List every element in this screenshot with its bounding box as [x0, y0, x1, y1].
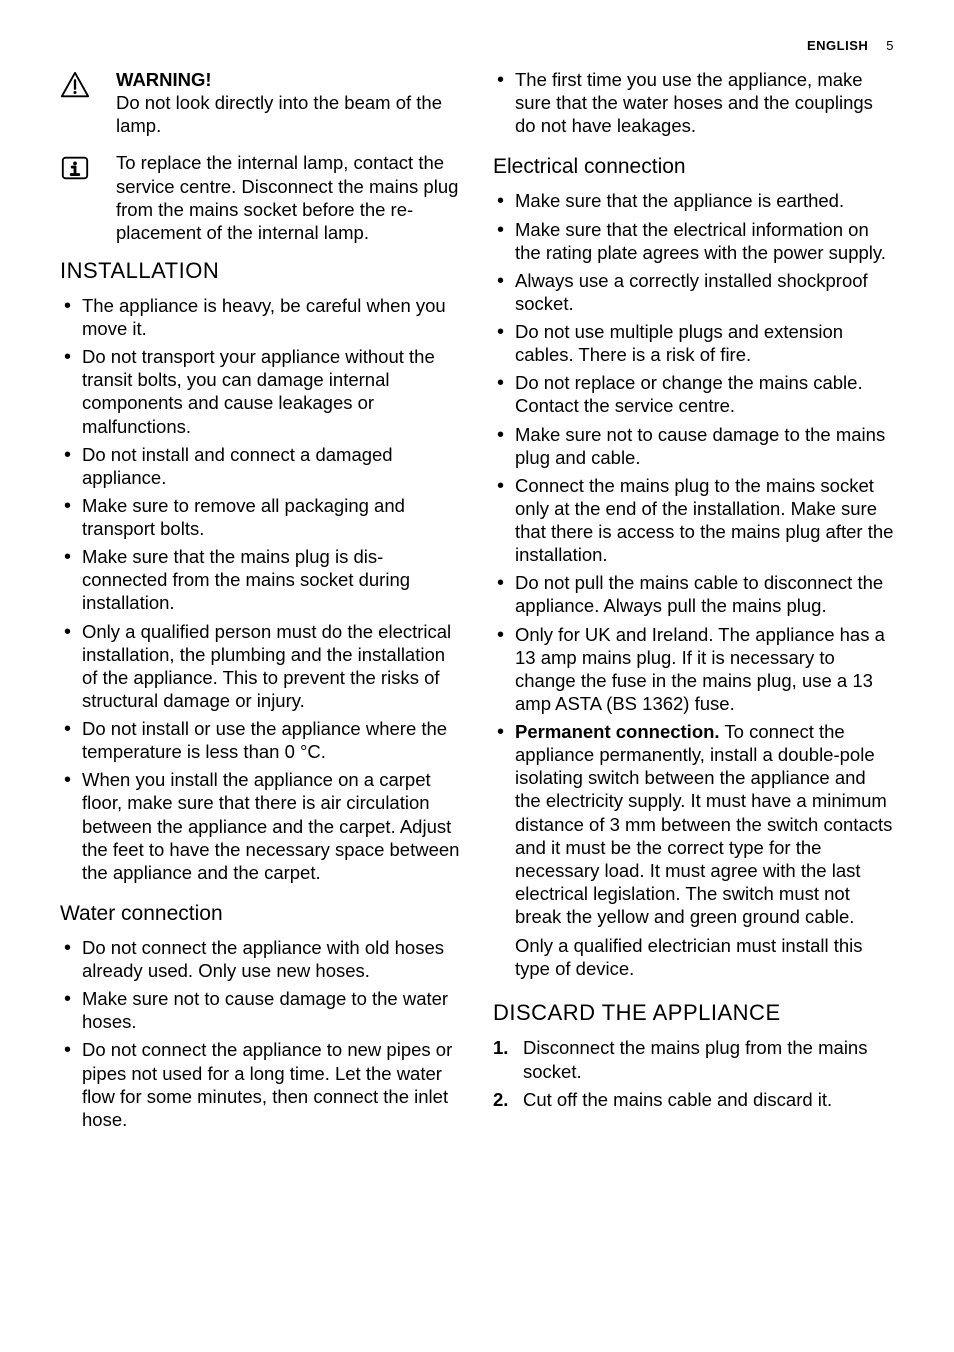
info-text: To replace the internal lamp, contact th… — [116, 151, 461, 244]
info-icon — [60, 151, 100, 244]
list-item: Make sure that the mains plug is dis­con… — [60, 545, 461, 614]
water-list: Do not connect the appliance with old ho… — [60, 936, 461, 1131]
list-item: Do not use multiple plugs and exten­sion… — [493, 320, 894, 366]
list-item: Do not replace or change the mains cable… — [493, 371, 894, 417]
discard-list: Disconnect the mains plug from the mains… — [493, 1036, 894, 1110]
col2-top-list: The first time you use the appliance, ma… — [493, 68, 894, 137]
info-body: To replace the internal lamp, contact th… — [116, 152, 458, 242]
perm-text: To connect the appliance permanently, in… — [515, 721, 892, 927]
list-item: Connect the mains plug to the mains sock… — [493, 474, 894, 567]
perm-bold: Permanent connection. — [515, 721, 720, 742]
electrical-list: Make sure that the appliance is earthed.… — [493, 189, 894, 928]
installation-heading: INSTALLATION — [60, 258, 461, 284]
warning-body: Do not look directly into the beam of th… — [116, 92, 442, 136]
warning-title: WARNING! — [116, 69, 212, 90]
list-item: Do not install or use the appliance wher… — [60, 717, 461, 763]
warning-icon — [60, 68, 100, 137]
electrical-heading: Electrical connection — [493, 155, 894, 179]
list-item: Disconnect the mains plug from the mains… — [493, 1036, 894, 1082]
list-item: The appliance is heavy, be careful when … — [60, 294, 461, 340]
discard-heading: DISCARD THE APPLIANCE — [493, 1000, 894, 1026]
list-item: Only a qualified person must do the elec… — [60, 620, 461, 713]
list-item: Do not pull the mains cable to dis­conne… — [493, 571, 894, 617]
list-item: Do not install and connect a dam­aged ap… — [60, 443, 461, 489]
left-column: WARNING! Do not look directly into the b… — [60, 68, 461, 1137]
right-column: The first time you use the appliance, ma… — [493, 68, 894, 1137]
page-header: ENGLISH 5 — [807, 38, 894, 53]
header-page: 5 — [886, 38, 894, 53]
info-block: To replace the internal lamp, contact th… — [60, 151, 461, 244]
water-heading: Water connection — [60, 902, 461, 926]
installation-list: The appliance is heavy, be careful when … — [60, 294, 461, 884]
list-item: Make sure to remove all packaging and tr… — [60, 494, 461, 540]
list-item: When you install the appliance on a carp… — [60, 768, 461, 884]
list-item: The first time you use the appliance, ma… — [493, 68, 894, 137]
list-item: Permanent connection. To connect the app… — [493, 720, 894, 928]
list-item: Always use a correctly installed shockpr… — [493, 269, 894, 315]
list-item: Do not connect the appliance with old ho… — [60, 936, 461, 982]
content-columns: WARNING! Do not look directly into the b… — [60, 68, 894, 1137]
warning-text: WARNING! Do not look directly into the b… — [116, 68, 461, 137]
list-item: Make sure not to cause damage to the wat… — [60, 987, 461, 1033]
list-item: Do not transport your appliance with­out… — [60, 345, 461, 438]
list-item: Make sure not to cause damage to the mai… — [493, 423, 894, 469]
list-item: Cut off the mains cable and discard it. — [493, 1088, 894, 1111]
list-item: Do not connect the appliance to new pipe… — [60, 1038, 461, 1131]
header-lang: ENGLISH — [807, 38, 868, 53]
warning-block: WARNING! Do not look directly into the b… — [60, 68, 461, 137]
list-item: Make sure that the appliance is earthed. — [493, 189, 894, 212]
list-item: Make sure that the electrical informa­ti… — [493, 218, 894, 264]
perm-after: Only a qualified electrician must in­sta… — [493, 934, 894, 980]
list-item: Only for UK and Ireland. The appli­ance … — [493, 623, 894, 716]
